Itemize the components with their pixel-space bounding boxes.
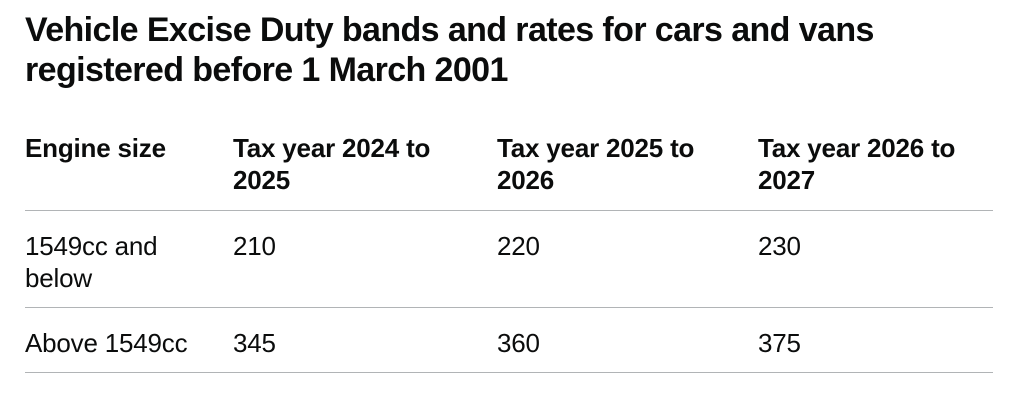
table-header-row: Engine size Tax year 2024 to 2025 Tax ye… (25, 132, 993, 211)
cell-rate-2024-2025: 210 (233, 210, 497, 308)
page-title: Vehicle Excise Duty bands and rates for … (25, 11, 874, 89)
col-header-engine-size: Engine size (25, 132, 233, 211)
cell-rate-2024-2025: 345 (233, 307, 497, 373)
ved-rates-table: Engine size Tax year 2024 to 2025 Tax ye… (25, 132, 993, 373)
col-header-tax-year-2024-2025: Tax year 2024 to 2025 (233, 132, 497, 211)
cell-rate-2026-2027: 230 (758, 210, 993, 308)
cell-engine-size: Above 1549cc (25, 307, 233, 373)
table-row-above-1549cc: Above 1549cc 345 360 375 (25, 307, 993, 373)
col-header-tax-year-2025-2026: Tax year 2025 to 2026 (497, 132, 758, 211)
cell-rate-2025-2026: 360 (497, 307, 758, 373)
cell-engine-size: 1549cc and below (25, 210, 233, 308)
page-content: Vehicle Excise Duty bands and rates for … (25, 11, 993, 373)
cell-rate-2025-2026: 220 (497, 210, 758, 308)
table-header: Engine size Tax year 2024 to 2025 Tax ye… (25, 132, 993, 211)
col-header-tax-year-2026-2027: Tax year 2026 to 2027 (758, 132, 993, 211)
table-body: 1549cc and below 210 220 230 Above 1549c… (25, 210, 993, 373)
table-row-1549cc-and-below: 1549cc and below 210 220 230 (25, 210, 993, 308)
cell-rate-2026-2027: 375 (758, 307, 993, 373)
